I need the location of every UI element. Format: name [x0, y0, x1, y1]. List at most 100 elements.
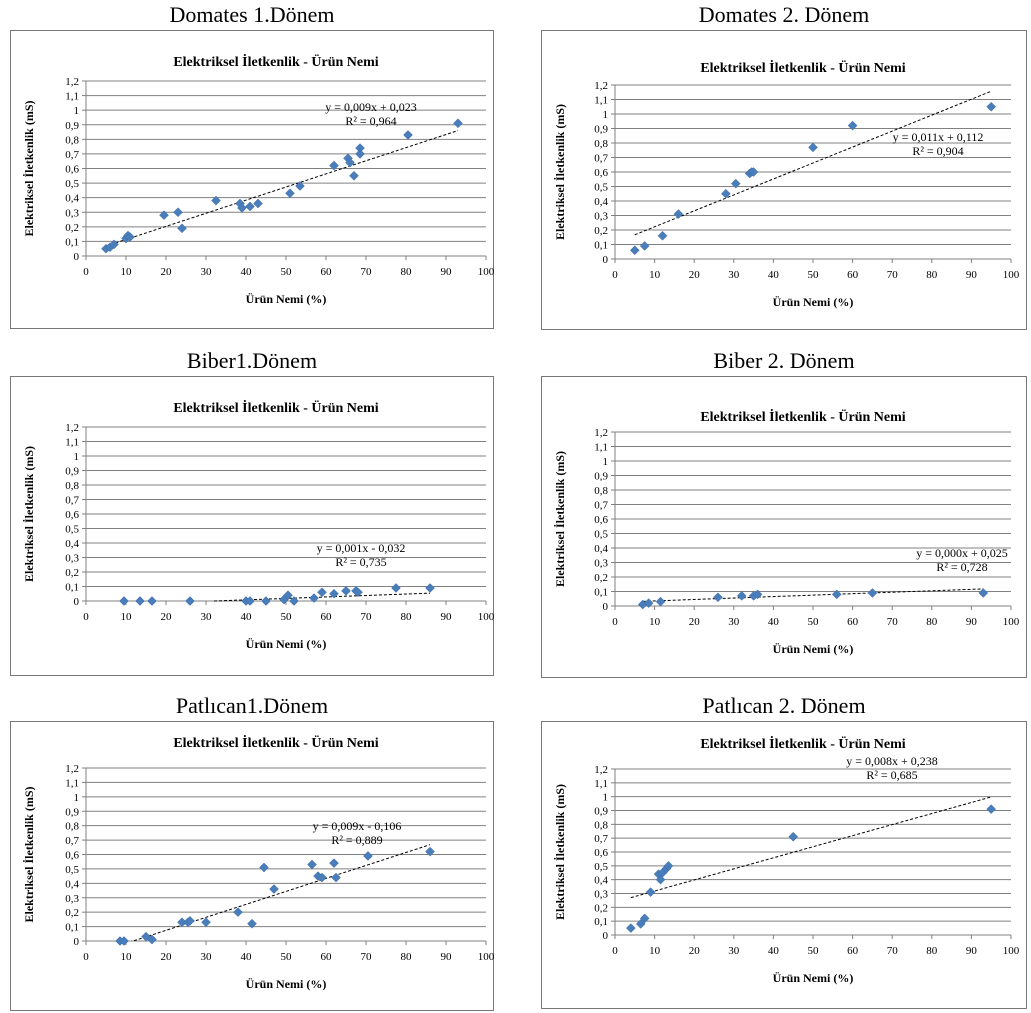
data-point: [285, 188, 295, 199]
data-point: [309, 593, 319, 603]
x-tick-label: 10: [649, 945, 661, 957]
data-point: [663, 860, 674, 871]
x-tick-label: 10: [121, 951, 133, 963]
y-tick-label: 0,7: [594, 833, 608, 845]
y-tick-label: 0,6: [594, 167, 608, 179]
x-tick-label: 90: [441, 951, 453, 963]
y-tick-label: 0,3: [65, 207, 79, 219]
x-tick-label: 50: [808, 945, 820, 957]
x-tick-label: 30: [728, 945, 740, 957]
y-tick-label: 0: [74, 596, 80, 608]
x-tick-label: 40: [241, 611, 253, 623]
trendline: [630, 796, 992, 899]
x-tick-label: 10: [121, 266, 133, 278]
x-tick-label: 70: [887, 945, 899, 957]
data-point: [831, 589, 842, 600]
scatter-chart: Elektriksel İletkenlik - Ürün Nemi 0 0,1 0,…: [553, 59, 1020, 309]
y-tick-label: 1,1: [594, 442, 608, 454]
y-tick-label: 0,6: [65, 164, 79, 176]
data-point: [453, 118, 463, 129]
x-tick-label: 10: [121, 611, 133, 623]
panel-caption: Patlıcan 2. Dönem: [702, 693, 866, 718]
y-tick-label: 0,5: [65, 864, 79, 876]
data-point: [245, 201, 255, 212]
data-point: [185, 915, 195, 926]
data-point: [329, 160, 339, 171]
y-tick-label: 1: [74, 105, 80, 117]
data-point: [788, 831, 799, 842]
y-tick-label: 0: [74, 251, 80, 263]
x-tick-label: 0: [83, 951, 89, 963]
y-tick-label: 0,6: [594, 847, 608, 859]
x-tick-label: 50: [808, 269, 820, 281]
chart-frame: Elektriksel İletkenlik - Ürün Nemi 0 0,1 0,…: [10, 376, 495, 676]
data-point: [748, 167, 759, 177]
data-point: [245, 596, 255, 606]
scatter-chart: Elektriksel İletkenlik - Ürün Nemi 0 0,1 0,…: [553, 408, 1020, 656]
panel-caption: Biber1.Dönem: [186, 348, 318, 373]
y-tick-label: 0,3: [594, 211, 608, 223]
chart-frame: Elektriksel İletkenlik - Ürün Nemi 0 0,1 0,…: [10, 30, 495, 329]
scatter-chart: Elektriksel İletkenlik - Ürün Nemi 0 0,1 0,…: [22, 399, 495, 651]
trendline-equation: y = 0,008x + 0,238: [846, 754, 938, 768]
y-axis-label: Elektriksel İletkenlik (mS): [22, 446, 36, 582]
data-point: [247, 918, 257, 929]
x-tick-label: 100: [1003, 269, 1020, 281]
x-tick-label: 30: [201, 951, 213, 963]
data-point: [201, 917, 211, 928]
y-tick-label: 0,9: [594, 471, 608, 483]
y-tick-label: 1,1: [65, 777, 79, 789]
y-tick-label: 0,4: [65, 878, 79, 890]
data-point: [349, 170, 359, 181]
trendline-equation: y = 0,009x + 0,023: [325, 100, 417, 114]
x-tick-label: 40: [768, 945, 780, 957]
x-tick-label: 60: [321, 611, 333, 623]
y-tick-label: 0,9: [65, 466, 79, 478]
y-tick-label: 0,4: [594, 196, 608, 208]
data-point: [147, 934, 157, 945]
r-squared-label: R² = 0,685: [866, 768, 917, 782]
x-tick-label: 70: [361, 611, 373, 623]
chart-title: Elektriksel İletkenlik - Ürün Nemi: [173, 734, 378, 751]
y-tick-label: 0,4: [594, 543, 608, 555]
x-tick-label: 90: [441, 611, 453, 623]
data-point: [721, 188, 731, 199]
data-point: [329, 588, 339, 599]
x-axis-label: Ürün Nemi (%): [246, 292, 327, 306]
x-tick-label: 80: [926, 616, 938, 628]
x-tick-label: 40: [241, 266, 253, 278]
chart-frame: Elektriksel İletkenlik - Ürün Nemi 0 0,1 0,…: [541, 721, 1027, 1009]
data-point: [978, 588, 989, 598]
y-tick-label: 0,2: [65, 222, 79, 234]
x-axis-label: Ürün Nemi (%): [773, 642, 854, 656]
chart-title: Elektriksel İletkenlik - Ürün Nemi: [700, 59, 905, 76]
y-tick-label: 0,8: [65, 821, 79, 833]
data-point: [253, 198, 263, 209]
x-tick-label: 10: [649, 269, 661, 281]
x-tick-label: 100: [478, 611, 495, 623]
x-tick-label: 90: [966, 616, 978, 628]
x-tick-label: 30: [728, 616, 740, 628]
data-point: [655, 596, 666, 607]
panel-caption: Biber 2. Dönem: [713, 348, 855, 373]
y-tick-label: 1,1: [594, 95, 608, 107]
trendline-equation: y = 0,011x + 0,112: [893, 130, 984, 144]
x-tick-label: 60: [321, 951, 333, 963]
data-point: [261, 596, 271, 606]
data-point: [283, 590, 293, 601]
x-tick-label: 60: [847, 945, 859, 957]
y-tick-label: 0,7: [594, 153, 608, 165]
data-point: [341, 585, 351, 596]
data-point: [329, 858, 339, 869]
x-tick-label: 20: [689, 945, 701, 957]
x-axis-label: Ürün Nemi (%): [773, 295, 854, 309]
y-tick-label: 0,8: [65, 134, 79, 146]
x-tick-label: 10: [649, 616, 661, 628]
x-tick-label: 20: [161, 266, 173, 278]
data-point: [847, 120, 858, 131]
y-tick-label: 0,6: [594, 514, 608, 526]
panel-caption: Domates 1.Dönem: [169, 2, 335, 27]
x-tick-label: 60: [321, 266, 333, 278]
y-tick-label: 0,4: [594, 875, 608, 887]
data-point: [185, 596, 195, 606]
